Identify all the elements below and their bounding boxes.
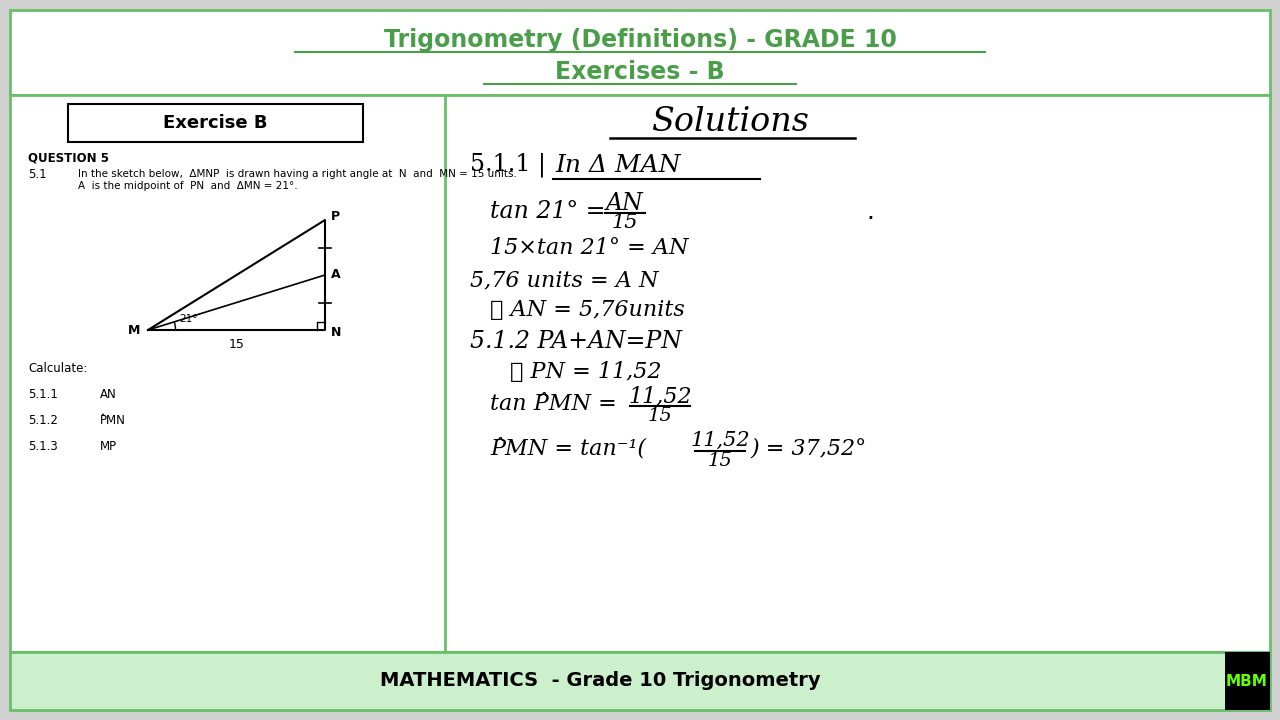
Text: 5.1.3: 5.1.3 xyxy=(28,439,58,452)
Bar xyxy=(10,10,1270,95)
Text: tan 21° =: tan 21° = xyxy=(490,200,605,223)
Text: AN: AN xyxy=(607,192,644,215)
Bar xyxy=(1225,652,1270,710)
Text: ) = 37,52°: ) = 37,52° xyxy=(750,437,867,459)
Text: In Δ MAN: In Δ MAN xyxy=(556,153,681,176)
Text: 5.1.1: 5.1.1 xyxy=(28,387,58,400)
Text: tan P̂MN =: tan P̂MN = xyxy=(490,393,617,415)
Text: M: M xyxy=(128,323,140,336)
Text: P: P xyxy=(332,210,340,223)
Text: MP: MP xyxy=(100,439,118,452)
Text: P̂MN = tan⁻¹(: P̂MN = tan⁻¹( xyxy=(490,437,646,459)
Text: 11,52: 11,52 xyxy=(690,431,750,449)
Text: MBM: MBM xyxy=(1226,673,1268,688)
Bar xyxy=(10,95,1270,652)
Text: 15: 15 xyxy=(612,214,639,233)
Text: Exercise B: Exercise B xyxy=(163,114,268,132)
Text: 5,76 units = A N: 5,76 units = A N xyxy=(470,269,658,291)
Text: 15: 15 xyxy=(648,407,672,425)
Text: 15×tan 21° = AN: 15×tan 21° = AN xyxy=(490,237,689,259)
Text: In the sketch below,  ΔMNP  is drawn having a right angle at  N  and  MN = 15 un: In the sketch below, ΔMNP is drawn havin… xyxy=(78,169,517,179)
Text: N: N xyxy=(332,325,342,338)
Text: 21°: 21° xyxy=(179,314,197,324)
Text: Solutions: Solutions xyxy=(652,106,809,138)
Text: Calculate:: Calculate: xyxy=(28,361,87,374)
Text: 15: 15 xyxy=(708,452,732,470)
Text: 5.1.1 |: 5.1.1 | xyxy=(470,153,545,177)
Text: 11,52: 11,52 xyxy=(628,385,691,407)
Text: .: . xyxy=(867,200,874,224)
Text: 5.1.2: 5.1.2 xyxy=(28,413,58,426)
Text: Trigonometry (Definitions) - GRADE 10: Trigonometry (Definitions) - GRADE 10 xyxy=(384,28,896,52)
Text: ∴ PN = 11,52: ∴ PN = 11,52 xyxy=(509,361,662,383)
Text: A  is the midpoint of  PN  and  ΔMN = 21°.: A is the midpoint of PN and ΔMN = 21°. xyxy=(78,181,298,191)
Text: P̂MN: P̂MN xyxy=(100,413,125,426)
Text: 5.1: 5.1 xyxy=(28,168,46,181)
Text: Exercises - B: Exercises - B xyxy=(556,60,724,84)
Bar xyxy=(68,104,364,142)
Text: A: A xyxy=(332,269,340,282)
Text: 5.1.2 PA+AN=PN: 5.1.2 PA+AN=PN xyxy=(470,330,682,354)
Text: 15: 15 xyxy=(229,338,244,351)
Text: AN: AN xyxy=(100,387,116,400)
Text: ∴ AN = 5,76units: ∴ AN = 5,76units xyxy=(490,299,685,321)
Bar xyxy=(10,652,1270,710)
Text: MATHEMATICS  - Grade 10 Trigonometry: MATHEMATICS - Grade 10 Trigonometry xyxy=(380,672,820,690)
Text: QUESTION 5: QUESTION 5 xyxy=(28,151,109,164)
